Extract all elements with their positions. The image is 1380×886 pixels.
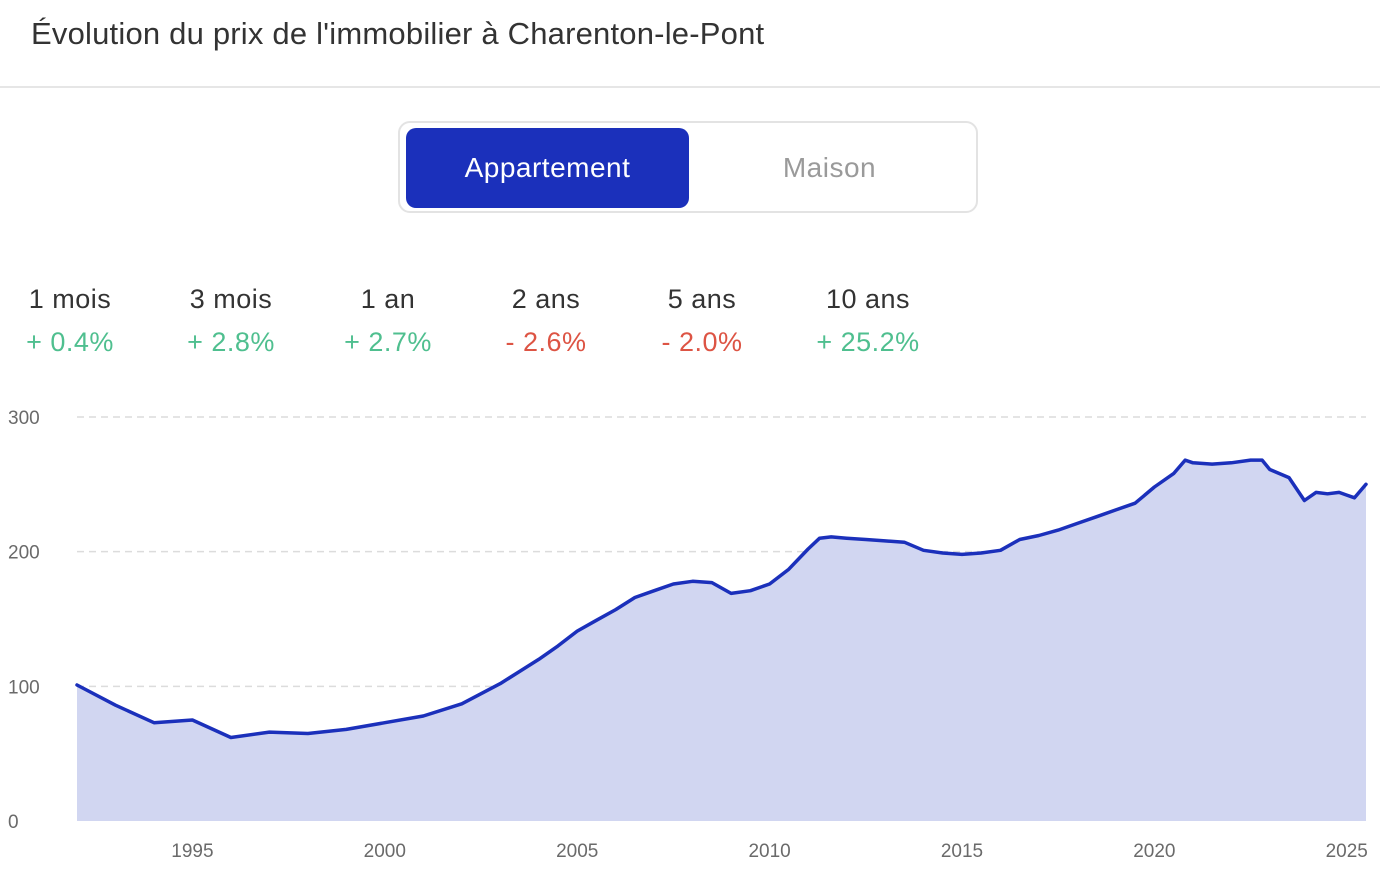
x-tick-label: 1995 xyxy=(171,841,213,862)
stat-1-mois: 1 mois + 0.4% xyxy=(20,284,120,358)
stat-label: 1 an xyxy=(360,284,416,314)
header: Évolution du prix de l'immobilier à Char… xyxy=(0,0,1380,88)
y-tick-label: 100 xyxy=(8,677,40,698)
stat-10-ans: 10 ans + 25.2% xyxy=(806,284,930,358)
y-tick-label: 200 xyxy=(8,543,40,564)
stat-value: + 2.8% xyxy=(187,327,275,357)
stat-3-mois: 3 mois + 2.8% xyxy=(178,284,284,358)
stat-1-an: 1 an + 2.7% xyxy=(338,284,438,358)
x-tick-label: 2005 xyxy=(556,841,598,862)
x-tick-label: 2020 xyxy=(1133,841,1175,862)
price-change-stats: 1 mois + 0.4% 3 mois + 2.8% 1 an + 2.7% … xyxy=(0,284,1000,364)
stat-label: 5 ans xyxy=(667,284,737,314)
toggle-appartement-button[interactable]: Appartement xyxy=(406,128,689,208)
property-type-toggle: Appartement Maison xyxy=(398,121,978,213)
stat-label: 1 mois xyxy=(28,284,112,314)
x-tick-label: 2025 xyxy=(1326,841,1368,862)
stat-value: + 0.4% xyxy=(26,327,114,357)
toggle-maison-button[interactable]: Maison xyxy=(782,152,877,183)
page-title: Évolution du prix de l'immobilier à Char… xyxy=(31,16,765,51)
x-tick-label: 2010 xyxy=(748,841,790,862)
stat-value: - 2.6% xyxy=(505,327,587,357)
stat-value: + 2.7% xyxy=(344,327,432,357)
stat-2-ans: 2 ans - 2.6% xyxy=(494,284,598,358)
price-area xyxy=(77,460,1366,821)
price-line xyxy=(75,458,1368,740)
price-chart: 0 100 200 300 1995 2000 2005 2010 2015 2020 2025 xyxy=(8,408,1368,862)
stat-label: 3 mois xyxy=(189,284,273,314)
y-tick-label: 0 xyxy=(8,812,19,833)
stat-value: + 25.2% xyxy=(816,327,920,357)
stat-5-ans: 5 ans - 2.0% xyxy=(650,284,754,358)
stat-label: 2 ans xyxy=(511,284,581,314)
y-tick-label: 300 xyxy=(8,408,40,429)
stat-value: - 2.0% xyxy=(661,327,743,357)
x-tick-label: 2000 xyxy=(364,841,406,862)
x-tick-label: 2015 xyxy=(941,841,983,862)
stat-label: 10 ans xyxy=(825,284,911,314)
